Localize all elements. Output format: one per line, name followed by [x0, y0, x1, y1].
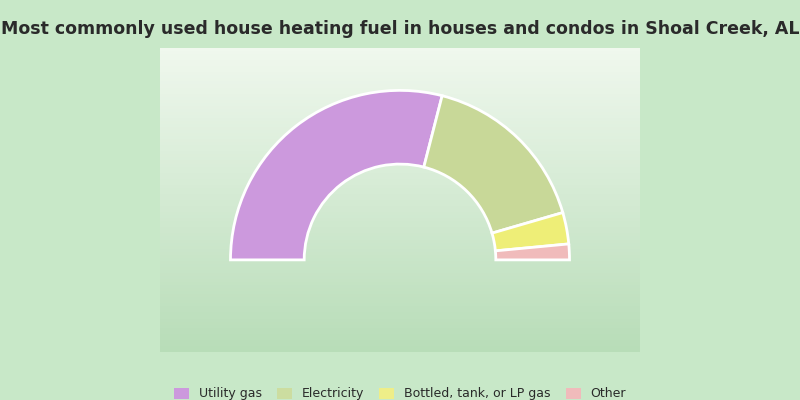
Wedge shape	[495, 244, 570, 260]
Wedge shape	[230, 90, 442, 260]
Wedge shape	[424, 96, 562, 233]
Legend: Utility gas, Electricity, Bottled, tank, or LP gas, Other: Utility gas, Electricity, Bottled, tank,…	[174, 388, 626, 400]
Wedge shape	[492, 212, 569, 251]
Text: Most commonly used house heating fuel in houses and condos in Shoal Creek, AL: Most commonly used house heating fuel in…	[1, 20, 799, 38]
